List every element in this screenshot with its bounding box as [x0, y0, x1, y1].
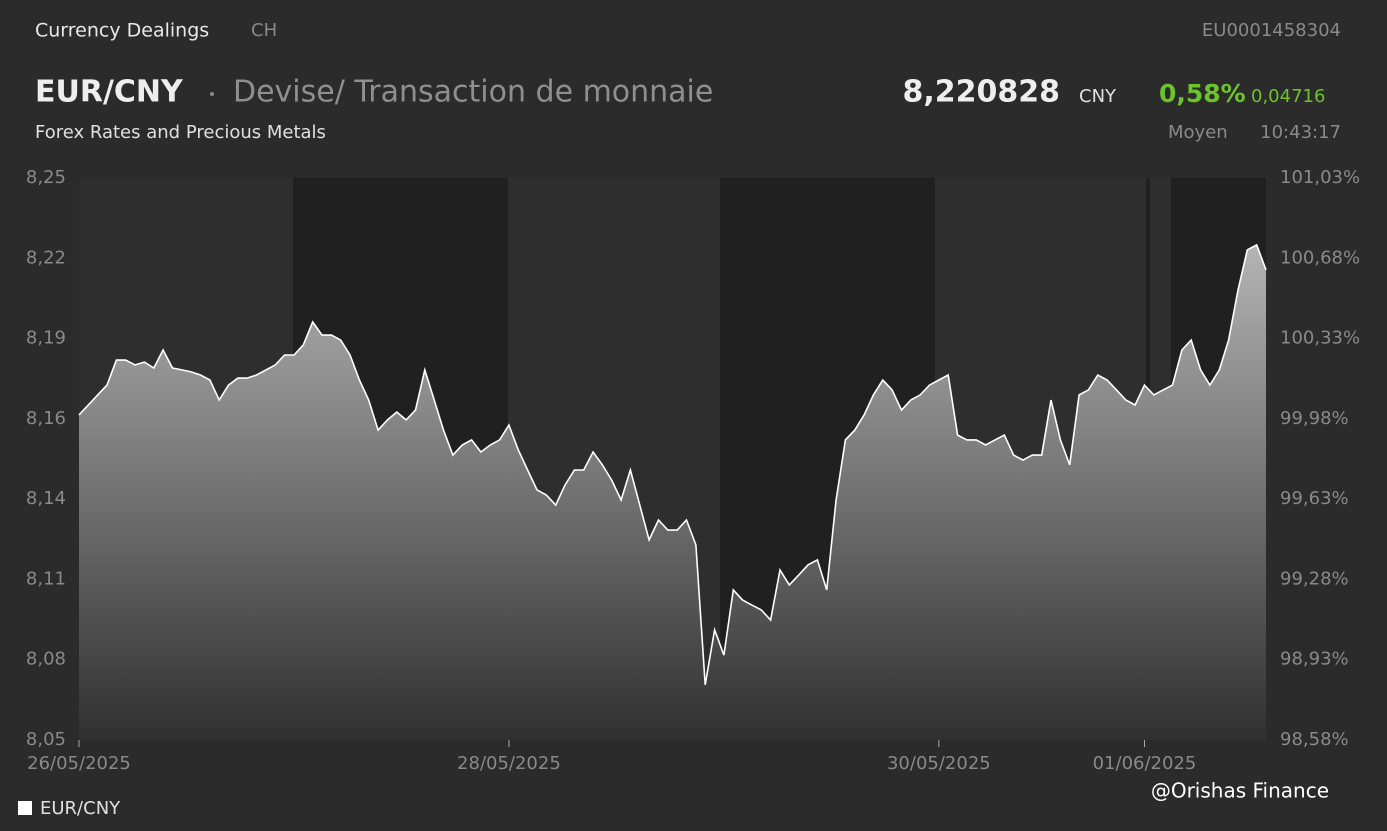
x-tick-label: 30/05/2025	[887, 753, 991, 774]
change-abs: 0,04716	[1251, 86, 1325, 107]
y-tick-label: 8,16	[26, 408, 66, 429]
market: CH	[251, 20, 277, 41]
description: Devise/ Transaction de monnaie	[233, 75, 713, 110]
price-type: Moyen	[1168, 122, 1228, 143]
y2-tick-label: 100,33%	[1280, 328, 1360, 349]
y-tick-label: 8,19	[26, 327, 66, 348]
y-tick-label: 8,11	[26, 569, 66, 590]
y-tick-label: 8,22	[26, 247, 66, 268]
area	[79, 244, 1266, 740]
subtitle: Forex Rates and Precious Metals	[35, 122, 326, 143]
y-tick-label: 8,25	[26, 167, 66, 188]
y2-tick-label: 100,68%	[1280, 247, 1360, 268]
x-tick-label: 26/05/2025	[27, 753, 131, 774]
y2-tick-label: 98,93%	[1280, 649, 1349, 670]
pair: EUR/CNY	[35, 75, 184, 110]
y-tick-label: 8,05	[26, 729, 66, 750]
y2-tick-label: 99,63%	[1280, 488, 1349, 509]
y2-tick-label: 99,98%	[1280, 408, 1349, 429]
legend-label: EUR/CNY	[40, 798, 121, 819]
isin: EU0001458304	[1202, 20, 1341, 41]
y2-tick-label: 101,03%	[1280, 167, 1360, 188]
line	[78, 243, 1267, 686]
y2-tick-label: 98,58%	[1280, 729, 1349, 750]
price: 8,220828	[902, 75, 1060, 110]
currency: CNY	[1079, 86, 1117, 107]
y-tick-label: 8,14	[26, 488, 66, 509]
legend-swatch	[18, 801, 32, 815]
x-tick-label: 01/06/2025	[1093, 753, 1197, 774]
x-tick-label: 28/05/2025	[457, 753, 561, 774]
y2-tick-label: 99,28%	[1280, 568, 1349, 589]
separator	[210, 92, 214, 96]
y-tick-label: 8,08	[26, 649, 66, 670]
section: Currency Dealings	[35, 20, 209, 42]
watermark: @Orishas Finance	[1151, 779, 1329, 803]
change-pct: 0,58%	[1159, 79, 1246, 108]
time: 10:43:17	[1260, 122, 1341, 143]
